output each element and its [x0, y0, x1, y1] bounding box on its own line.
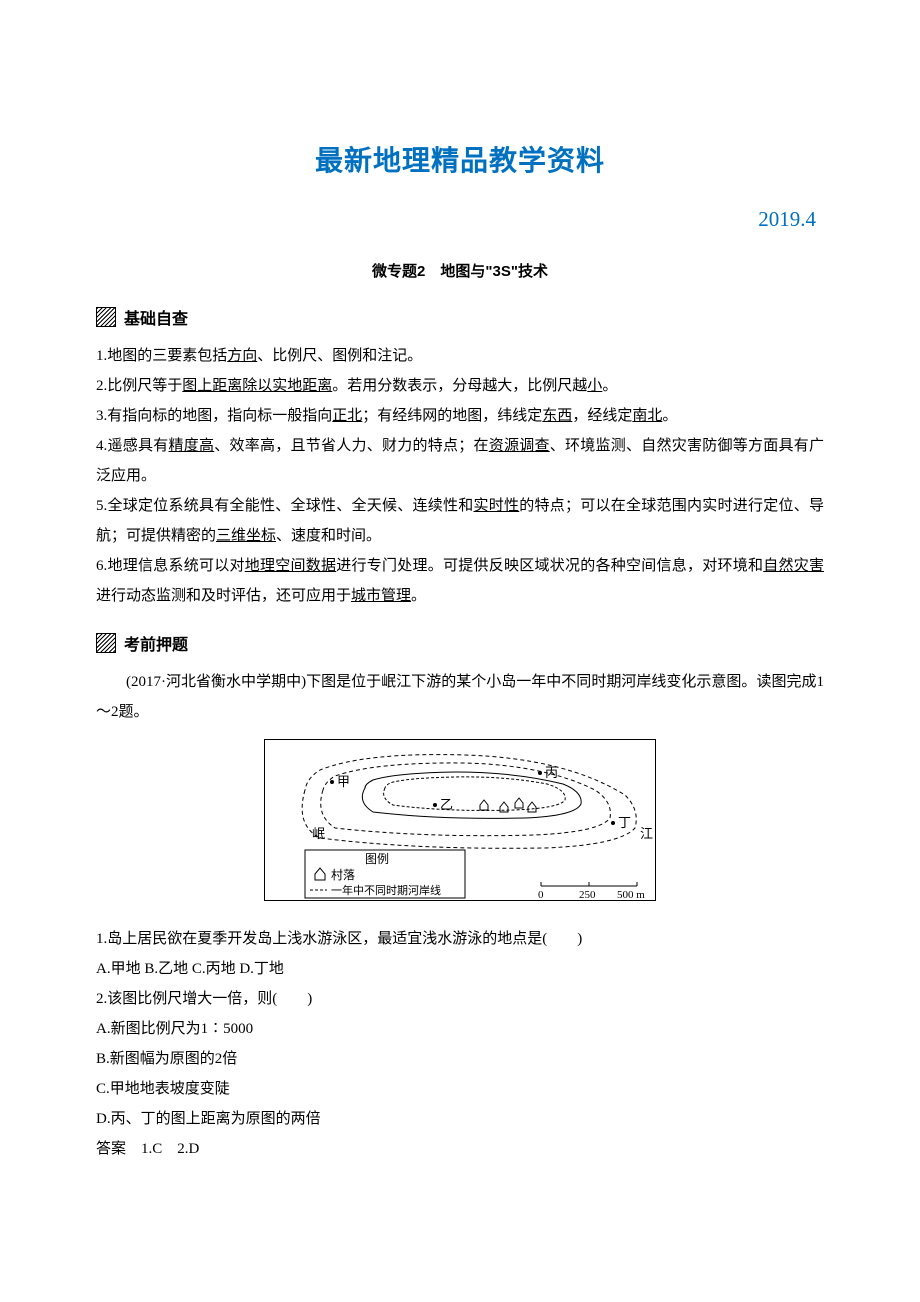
svg-text:丁: 丁 — [618, 815, 631, 830]
svg-text:0: 0 — [538, 889, 544, 901]
svg-text:村落: 村落 — [331, 868, 355, 882]
svg-text:甲: 甲 — [337, 774, 350, 789]
question-2-stem: 2.该图比例尺增大一倍，则( ) — [96, 984, 824, 1014]
item-2: 2.比例尺等于图上距离除以实地距离。若用分数表示，分母越大，比例尺越小。 — [96, 371, 824, 401]
question-2-option-a: A.新图比例尺为1∶5000 — [96, 1014, 824, 1044]
section-b-title: 考前押题 — [124, 631, 188, 655]
island-map-svg: 甲乙 丙丁 岷 江 图例 村落 一年中不同时期河岸线 0 250 500 m — [264, 739, 656, 901]
question-1-options: A.甲地 B.乙地 C.丙地 D.丁地 — [96, 954, 824, 984]
hatch-icon — [96, 307, 116, 327]
item-3: 3.有指向标的地图，指向标一般指向正北；有经纬网的地图，纬线定东西，经线定南北。 — [96, 401, 824, 431]
question-2-option-c: C.甲地地表坡度变陡 — [96, 1074, 824, 1104]
item-4: 4.遥感具有精度高、效率高，且节省人力、财力的特点；在资源调查、环境监测、自然灾… — [96, 431, 824, 491]
page-title: 最新地理精品教学资料 — [96, 139, 824, 179]
section-a-header: 基础自查 — [96, 305, 824, 329]
svg-text:江: 江 — [640, 826, 653, 841]
svg-text:丙: 丙 — [545, 765, 558, 780]
svg-text:岷: 岷 — [312, 826, 325, 841]
document-subtitle: 微专题2 地图与"3S"技术 — [96, 260, 824, 281]
section-a-title: 基础自查 — [124, 305, 188, 329]
section-a-content: 1.地图的三要素包括方向、比例尺、图例和注记。 2.比例尺等于图上距离除以实地距… — [96, 341, 824, 611]
item-1: 1.地图的三要素包括方向、比例尺、图例和注记。 — [96, 341, 824, 371]
document-date: 2019.4 — [96, 207, 824, 232]
answers: 答案 1.C 2.D — [96, 1134, 824, 1164]
item-5: 5.全球定位系统具有全能性、全球性、全天候、连续性和实时性的特点；可以在全球范围… — [96, 491, 824, 551]
question-2-option-d: D.丙、丁的图上距离为原图的两倍 — [96, 1104, 824, 1134]
svg-text:500 m: 500 m — [617, 889, 645, 901]
question-1-stem: 1.岛上居民欲在夏季开发岛上浅水游泳区，最适宜浅水游泳的地点是( ) — [96, 924, 824, 954]
svg-text:一年中不同时期河岸线: 一年中不同时期河岸线 — [331, 883, 441, 897]
question-2-option-b: B.新图幅为原图的2倍 — [96, 1044, 824, 1074]
section-b-header: 考前押题 — [96, 631, 824, 655]
hatch-icon — [96, 633, 116, 653]
intro-text: (2017·河北省衡水中学期中)下图是位于岷江下游的某个小岛一年中不同时期河岸线… — [96, 667, 824, 727]
figure: 甲乙 丙丁 岷 江 图例 村落 一年中不同时期河岸线 0 250 500 m — [96, 739, 824, 906]
svg-text:乙: 乙 — [440, 797, 453, 812]
svg-text:250: 250 — [579, 889, 596, 901]
item-6: 6.地理信息系统可以对地理空间数据进行专门处理。可提供反映区域状况的各种空间信息… — [96, 551, 824, 611]
svg-text:图例: 图例 — [365, 852, 389, 866]
